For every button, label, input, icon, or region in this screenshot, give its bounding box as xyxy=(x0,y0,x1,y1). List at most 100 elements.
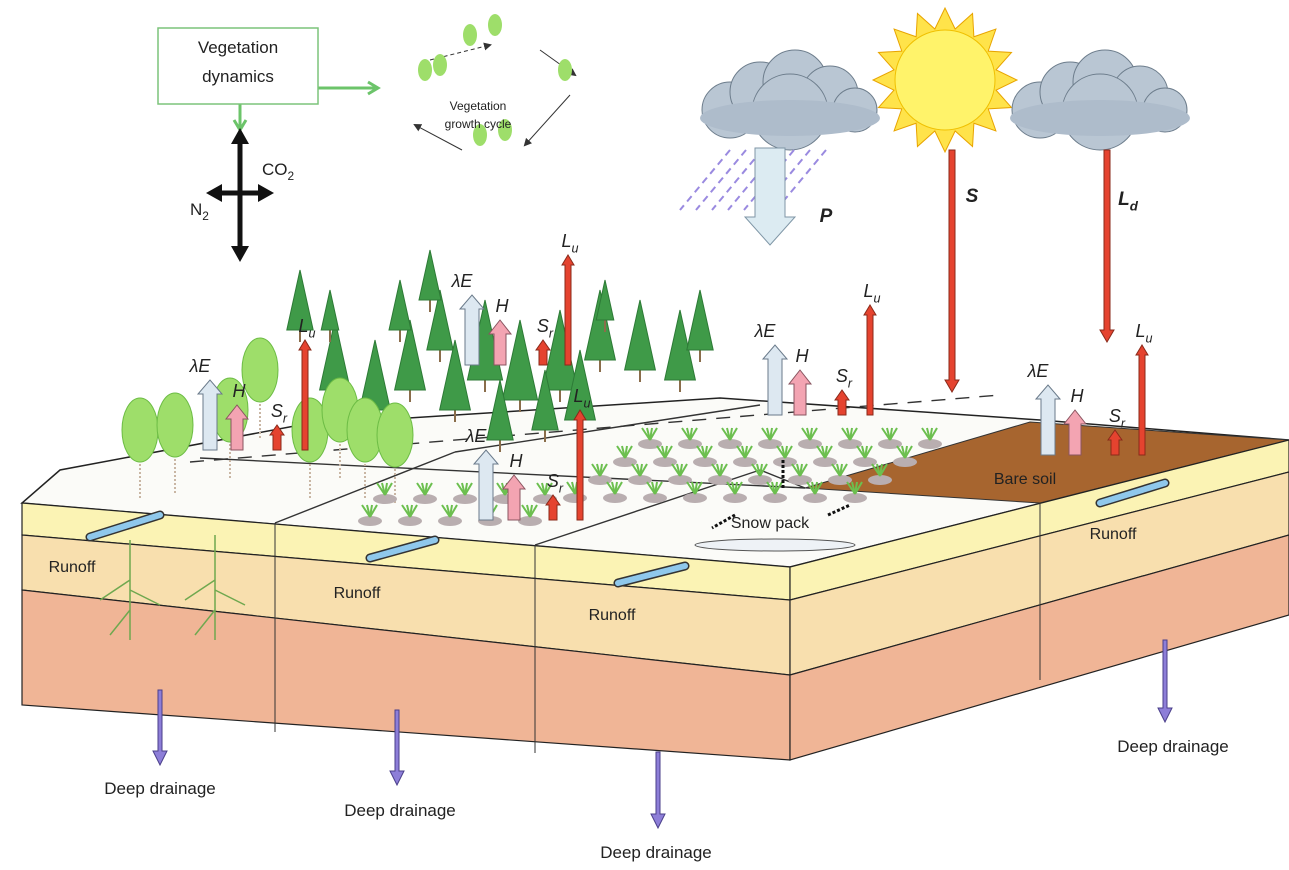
grass-base xyxy=(613,457,637,467)
grass-blade xyxy=(904,445,913,459)
symbol: Sr xyxy=(271,401,288,425)
flux-arrow xyxy=(573,409,587,521)
labels: Vegetation dynamics Vegetation growth cy… xyxy=(49,27,1229,862)
conifer xyxy=(418,249,442,301)
grass-blade xyxy=(694,481,703,495)
grass-blade xyxy=(614,481,623,495)
runoff-arrow xyxy=(367,537,438,561)
grass-blade xyxy=(719,463,728,477)
rain xyxy=(679,149,731,211)
symbol: Sr xyxy=(836,366,853,390)
drainage-arrow xyxy=(389,709,405,787)
symbol: H xyxy=(233,381,247,401)
conifer xyxy=(583,289,617,361)
runoff-arrow xyxy=(615,563,688,586)
flux-arrow xyxy=(561,254,575,366)
runoff-label: Runoff xyxy=(589,607,636,624)
grass-blade xyxy=(409,504,418,518)
symbol: Lu xyxy=(1135,321,1152,345)
flux-arrow xyxy=(535,339,551,366)
snow-flux xyxy=(711,513,736,530)
symbol-base: S xyxy=(836,366,848,386)
grass-blade xyxy=(929,427,938,441)
grass-base xyxy=(813,457,837,467)
snow-pack xyxy=(694,538,856,552)
grass-blade xyxy=(839,463,848,477)
symbol: H xyxy=(510,451,524,471)
grass-base xyxy=(653,457,677,467)
grass-base xyxy=(773,457,797,467)
symbol-base: S xyxy=(1109,406,1121,426)
grass-blade xyxy=(744,445,753,459)
grass-base xyxy=(358,516,382,526)
flux-arrow xyxy=(196,379,224,451)
symbol-sub: d xyxy=(1130,199,1139,214)
growth-cycle-line: growth cycle xyxy=(445,117,512,131)
soil-block xyxy=(20,394,1289,761)
grass-base xyxy=(678,439,702,449)
symbol-base: L xyxy=(573,386,583,406)
conifer xyxy=(531,369,559,431)
symbol-sub: r xyxy=(559,481,564,495)
conifer xyxy=(388,279,412,331)
flux-arrow xyxy=(472,449,500,521)
link-arrow xyxy=(232,104,248,133)
tile-edge xyxy=(454,404,761,453)
symbol-sub: r xyxy=(1121,416,1126,430)
grass-base xyxy=(758,439,782,449)
gas-arrows xyxy=(218,140,262,250)
conifer xyxy=(438,339,472,411)
link-arrow xyxy=(318,80,381,96)
symbol-sub: u xyxy=(309,326,316,340)
grass-blade xyxy=(654,481,663,495)
symbol: λE xyxy=(754,321,777,341)
grass-blade xyxy=(759,463,768,477)
symbol: H xyxy=(496,296,510,316)
grass-blade xyxy=(689,427,698,441)
flux-arrow xyxy=(1135,344,1149,456)
grass-blade xyxy=(384,482,393,496)
symbol-sub: u xyxy=(874,291,881,305)
symbol-base: L xyxy=(1135,321,1145,341)
gas-arrowhead xyxy=(231,128,249,144)
grass-blade xyxy=(784,445,793,459)
symbol: λE xyxy=(465,426,488,446)
symbol-base: H xyxy=(233,381,247,401)
grass-base xyxy=(398,516,422,526)
conifer xyxy=(393,319,427,391)
flux-arrow xyxy=(545,494,561,521)
grass-base xyxy=(693,457,717,467)
grass-base xyxy=(803,493,827,503)
symbol: P xyxy=(820,206,833,227)
tile-edge xyxy=(274,451,456,524)
grass-base xyxy=(763,493,787,503)
grass-base xyxy=(733,457,757,467)
grass-blade xyxy=(704,445,713,459)
symbol-base: H xyxy=(1071,386,1085,406)
symbol: Sr xyxy=(537,316,554,340)
symbol-sub: u xyxy=(572,241,579,255)
cycle-arrow xyxy=(523,94,571,147)
symbol: Lu xyxy=(863,281,880,305)
vegetation-box-line: Vegetation xyxy=(198,38,278,57)
grass-base xyxy=(708,475,732,485)
deep-drainage-label: Deep drainage xyxy=(600,843,712,862)
symbol-base: CO xyxy=(262,160,288,179)
flux-arrow xyxy=(787,369,813,416)
symbol: H xyxy=(796,346,810,366)
conifer xyxy=(686,289,714,351)
conifer xyxy=(486,379,514,441)
conifer xyxy=(595,279,615,321)
rain xyxy=(711,149,763,211)
symbol-base: H xyxy=(496,296,510,316)
precip-arrow xyxy=(743,147,797,246)
rain xyxy=(695,149,747,211)
flux-arrow xyxy=(1107,429,1123,456)
grass-base xyxy=(918,439,942,449)
grass-base xyxy=(878,439,902,449)
grass-blade xyxy=(734,481,743,495)
flux-arrow xyxy=(298,339,312,451)
symbol-base: λE xyxy=(1027,361,1050,381)
symbol-sub: u xyxy=(584,396,591,410)
